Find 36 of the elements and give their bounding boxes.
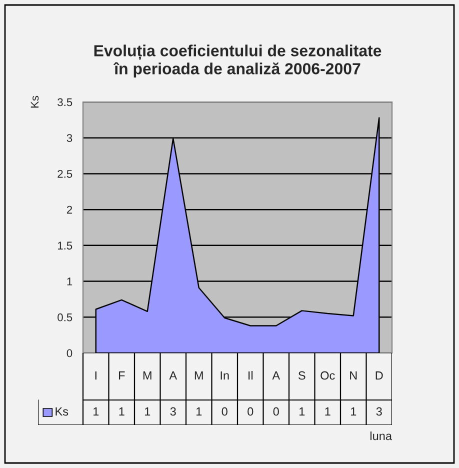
data-label: 0 [222, 407, 228, 416]
x-tick-label: A [272, 371, 280, 380]
x-tick-label: In [220, 371, 229, 380]
y-tick-label: 1.5 [58, 242, 72, 250]
data-label: 1 [299, 407, 305, 416]
chart-title: Evoluția coeficientului de sezonalitate în perioada de analiză 2006-2007 [94, 44, 382, 78]
data-label: 1 [196, 407, 202, 416]
data-label: 1 [350, 407, 356, 416]
x-tick-label: N [350, 371, 357, 380]
data-label: 1 [93, 407, 99, 416]
y-axis-title: Ks [30, 96, 39, 108]
y-tick-label: 2 [66, 206, 72, 214]
y-tick-label: 1 [67, 278, 72, 286]
data-label: 0 [248, 407, 254, 416]
x-tick-label: F [118, 371, 125, 380]
x-tick-label: D [376, 371, 383, 380]
x-tick-label: M [143, 371, 152, 380]
x-tick-label: S [298, 371, 306, 380]
x-tick-label: I [95, 371, 96, 380]
data-label: 0 [273, 407, 279, 416]
y-tick-label: 0 [66, 349, 72, 358]
x-tick-label: Il [248, 370, 253, 380]
y-tick-label: 2.5 [58, 170, 72, 178]
data-label: 3 [376, 407, 382, 416]
data-label: 1 [325, 407, 330, 416]
x-tick-label: Oc [320, 371, 335, 380]
y-tick-label: 0.5 [58, 313, 72, 322]
y-tick-label: 3.5 [58, 98, 72, 106]
x-tick-label: M [194, 371, 203, 380]
data-label: 1 [119, 407, 124, 416]
data-label: 3 [170, 407, 176, 416]
legend-label: Ks [56, 407, 68, 416]
x-axis-title: luna [370, 431, 392, 440]
y-tick-label: 3 [66, 134, 72, 142]
x-tick-label: A [169, 371, 178, 380]
data-label: 1 [144, 407, 150, 416]
